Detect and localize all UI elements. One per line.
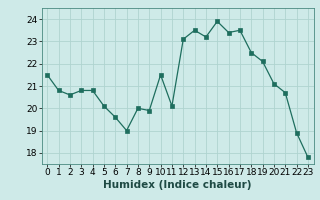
X-axis label: Humidex (Indice chaleur): Humidex (Indice chaleur)	[103, 180, 252, 190]
